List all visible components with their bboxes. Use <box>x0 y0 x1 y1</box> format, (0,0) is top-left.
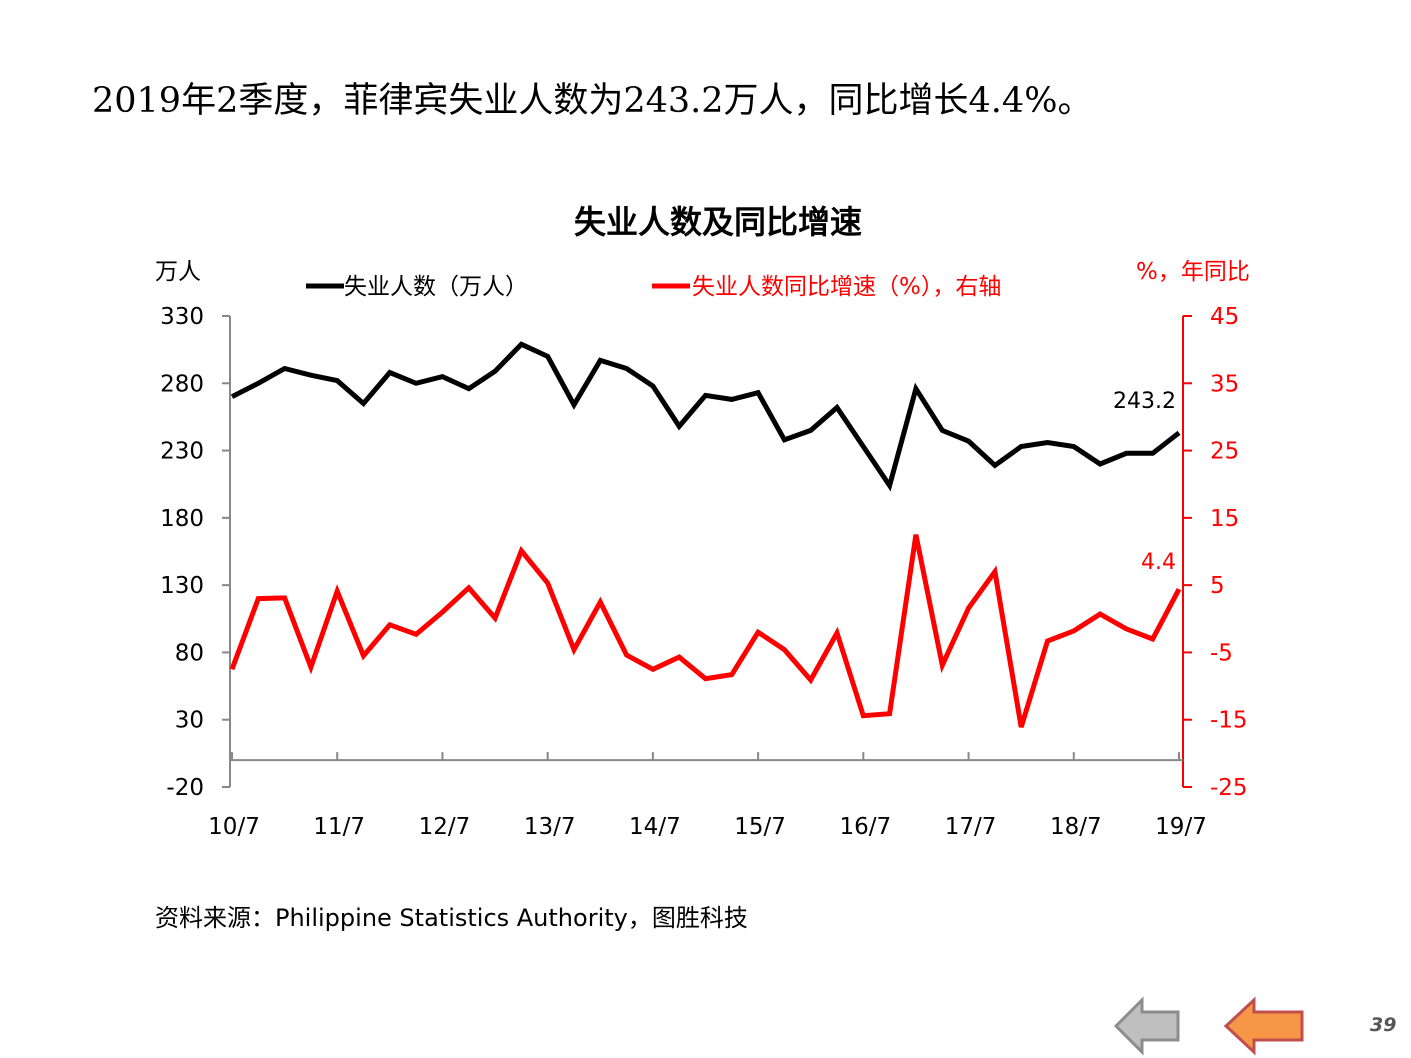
left-tick-label: -20 <box>166 775 204 801</box>
left-tick-label: 330 <box>160 304 204 330</box>
chart: 失业人数及同比增速 万人 %，年同比 失业人数（万人） 失业人数同比增速（%），… <box>155 203 1250 840</box>
left-tick-label: 80 <box>175 640 204 666</box>
x-tick-label: 11/7 <box>313 814 365 840</box>
right-tick-label: 35 <box>1210 371 1239 397</box>
x-tick-label: 15/7 <box>734 814 786 840</box>
end-label-growth: 4.4 <box>1141 550 1176 575</box>
right-tick-label: 15 <box>1210 506 1239 532</box>
right-tick-label: 45 <box>1210 304 1239 330</box>
right-tick-label: -15 <box>1210 708 1248 734</box>
legend-label-growth: 失业人数同比增速（%），右轴 <box>692 274 1001 300</box>
headline: 2019年2季度，菲律宾失业人数为243.2万人，同比增长4.4%。 <box>92 81 1093 121</box>
end-label-unemployed: 243.2 <box>1113 389 1176 414</box>
series-line-1 <box>229 534 1182 728</box>
x-tick-label: 19/7 <box>1155 814 1207 840</box>
legend-label-unemployed: 失业人数（万人） <box>344 274 528 300</box>
source-note: 资料来源：Philippine Statistics Authority，图胜科… <box>155 904 748 932</box>
x-tick-label: 10/7 <box>208 814 260 840</box>
right-tick-label: 25 <box>1210 439 1239 465</box>
left-axis-label: 万人 <box>155 259 201 285</box>
left-tick-label: 130 <box>160 573 204 599</box>
x-tick-label: 16/7 <box>840 814 892 840</box>
x-tick-label: 18/7 <box>1050 814 1102 840</box>
previous-arrow-orange-icon[interactable] <box>1222 996 1308 1056</box>
right-tick-label: -5 <box>1210 640 1233 666</box>
x-tick-label: 12/7 <box>419 814 471 840</box>
right-axis-label: %，年同比 <box>1136 259 1250 285</box>
x-tick-label: 14/7 <box>629 814 681 840</box>
back-arrow-gray-icon[interactable] <box>1112 996 1184 1056</box>
series-line-0 <box>230 341 1181 492</box>
chart-title: 失业人数及同比增速 <box>574 203 862 241</box>
right-tick-label: -25 <box>1210 775 1248 801</box>
page-number: 39 <box>1370 1014 1397 1036</box>
right-tick-label: 5 <box>1210 573 1225 599</box>
left-tick-label: 280 <box>160 371 204 397</box>
x-tick-label: 13/7 <box>524 814 576 840</box>
left-tick-label: 180 <box>160 506 204 532</box>
x-tick-label: 17/7 <box>945 814 997 840</box>
left-tick-label: 230 <box>160 439 204 465</box>
left-tick-label: 30 <box>175 708 204 734</box>
